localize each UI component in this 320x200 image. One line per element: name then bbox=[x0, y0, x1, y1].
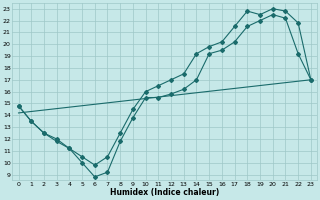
X-axis label: Humidex (Indice chaleur): Humidex (Indice chaleur) bbox=[110, 188, 219, 197]
